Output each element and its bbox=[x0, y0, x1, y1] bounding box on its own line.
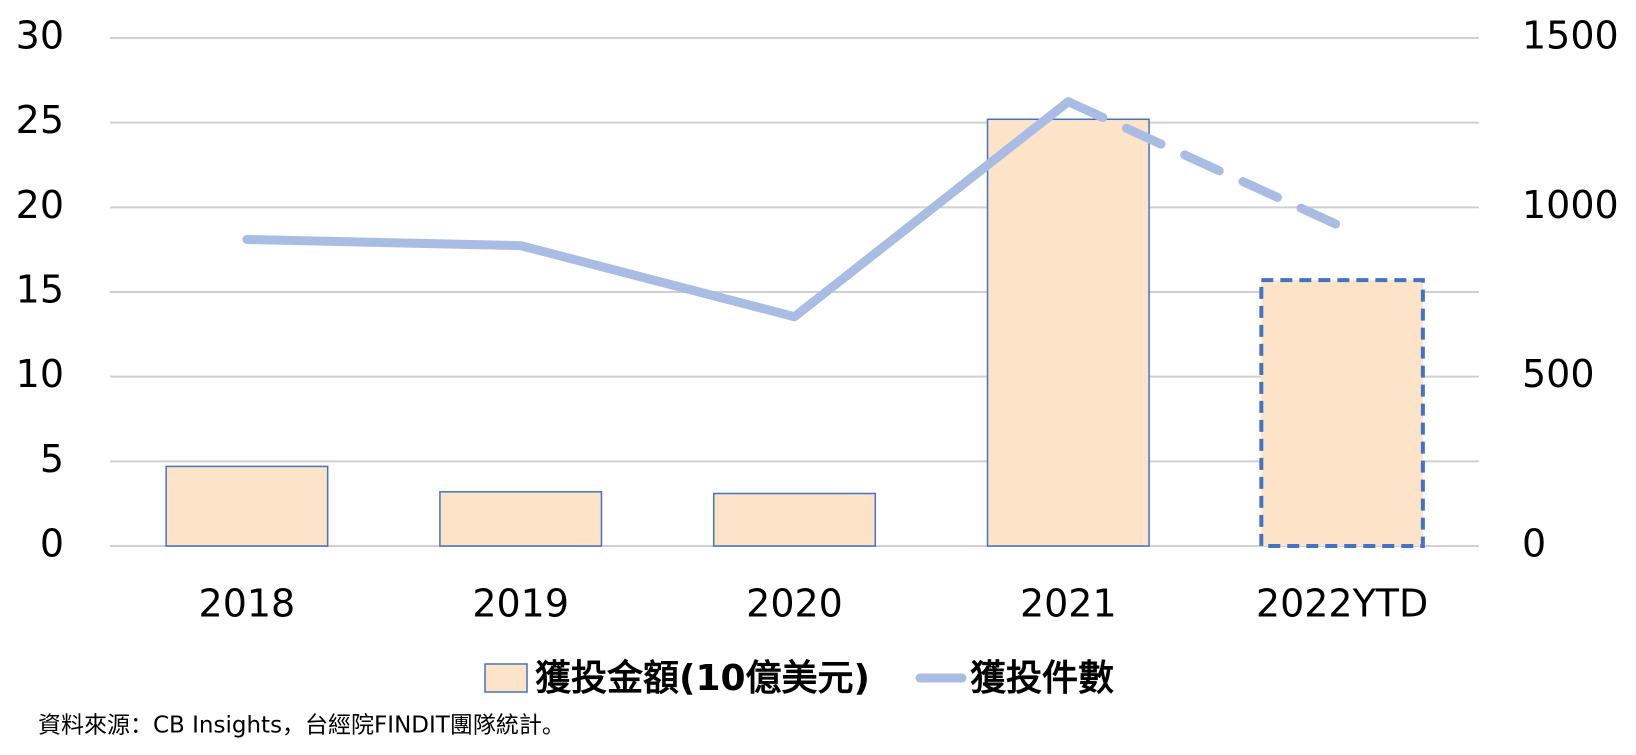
y2-tick-label: 1500 bbox=[1522, 14, 1619, 58]
y-tick-label: 15 bbox=[16, 268, 64, 312]
y2-tick-label: 500 bbox=[1522, 352, 1595, 396]
line-projected bbox=[1063, 97, 1347, 232]
bar bbox=[1259, 278, 1425, 548]
bar bbox=[439, 491, 603, 547]
bar bbox=[165, 465, 329, 547]
y-tick-label: 20 bbox=[16, 183, 64, 227]
y-tick-label: 10 bbox=[16, 352, 64, 396]
legend-swatch bbox=[484, 663, 528, 693]
y-tick-label: 5 bbox=[40, 437, 64, 481]
line bbox=[242, 97, 1073, 322]
x-tick-label: 2019 bbox=[472, 582, 569, 626]
x-tick-label: 2020 bbox=[746, 582, 843, 626]
x-tick-label: 2018 bbox=[199, 582, 296, 626]
x-tick-label: 2021 bbox=[1020, 582, 1117, 626]
x-tick-label: 2022YTD bbox=[1256, 582, 1428, 626]
y-tick-label: 25 bbox=[16, 98, 64, 142]
y-tick-label: 0 bbox=[40, 522, 64, 566]
y-tick-label: 30 bbox=[16, 14, 64, 58]
y2-tick-label: 1000 bbox=[1522, 183, 1619, 227]
y2-tick-label: 0 bbox=[1522, 522, 1546, 566]
source-note: 資料來源：CB Insights，台經院FINDIT團隊統計。 bbox=[38, 713, 565, 739]
legend-label: 獲投金額(10億美元) bbox=[535, 657, 870, 699]
bar bbox=[986, 118, 1150, 547]
legend-label: 獲投件數 bbox=[970, 658, 1114, 699]
bar bbox=[712, 492, 877, 547]
